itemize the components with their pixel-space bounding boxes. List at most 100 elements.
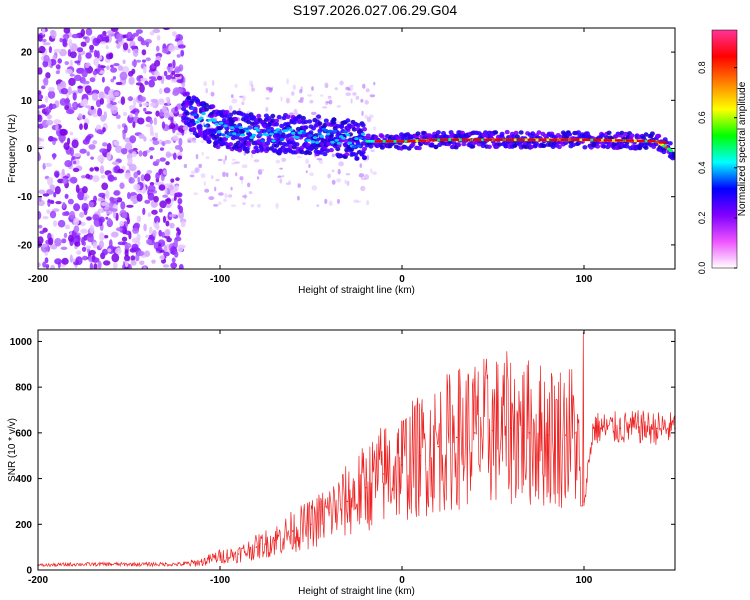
noise-blob [345,92,352,96]
noise-blob [177,244,184,253]
snr-point [455,436,458,439]
noise-blob [172,135,179,141]
noise-blob [195,167,200,173]
noise-blob [166,153,174,157]
signal-blob [570,142,576,147]
noise-blob [57,178,65,184]
noise-blob [150,102,156,107]
noise-blob [336,178,342,183]
noise-blob [146,169,153,174]
noise-blob [41,85,46,90]
noise-blob [93,263,98,269]
signal-blob [224,114,230,119]
noise-blob [50,244,58,250]
noise-blob [162,105,167,113]
noise-blob [155,159,160,164]
noise-blob [156,35,161,41]
signal-blob [246,142,252,147]
noise-blob [168,63,173,68]
noise-blob [336,104,342,108]
signal-core [192,113,198,117]
noise-blob [93,58,99,66]
y-tick-label: 800 [15,383,32,394]
noise-blob [155,110,160,117]
signal-blob [221,118,227,123]
noise-blob [161,48,169,54]
signal-blob [234,135,240,140]
noise-blob [149,182,155,186]
signal-core [308,134,313,137]
noise-blob [150,131,155,137]
noise-blob [363,174,370,180]
noise-blob [94,167,100,172]
noise-blob [265,86,272,91]
noise-blob [73,153,82,157]
noise-blob [65,97,70,106]
signal-blob [210,104,216,109]
noise-blob [132,32,139,37]
noise-blob [97,63,101,73]
snr-point [601,427,603,430]
noise-blob [174,106,178,112]
noise-blob [133,222,141,229]
noise-blob [99,98,105,105]
noise-blob [168,44,176,52]
signal-core [242,127,248,131]
noise-blob [208,196,215,201]
signal-core [273,130,278,134]
noise-blob [130,255,136,261]
noise-blob [372,171,377,175]
noise-blob [76,250,82,255]
noise-blob [350,98,353,104]
signal-blob [234,127,240,132]
noise-blob [38,45,46,54]
signal-core [312,136,318,140]
noise-blob [138,133,145,139]
noise-blob [124,249,129,257]
signal-blob [558,134,564,140]
noise-blob [38,110,41,115]
noise-blob [337,199,340,204]
noise-blob [93,49,98,58]
noise-blob [64,61,70,66]
signal-blob [360,123,366,128]
signal-blob [277,141,283,146]
signal-core [358,136,364,140]
noise-blob [155,221,160,229]
noise-blob [142,102,150,106]
noise-blob [61,257,69,265]
signal-blob [270,113,276,119]
noise-blob [154,215,161,224]
signal-blob [435,130,441,135]
signal-blob [232,110,238,115]
noise-blob [135,253,140,262]
noise-blob [176,54,181,58]
noise-blob [92,242,98,249]
snr-point [401,464,403,466]
signal-blob [379,134,385,139]
noise-blob [57,219,66,228]
noise-blob [139,103,143,108]
signal-peak [636,139,645,143]
signal-blob [320,141,325,147]
noise-blob [169,214,176,218]
noise-blob [80,221,86,227]
noise-blob [128,70,134,77]
noise-blob [120,201,126,210]
noise-blob [116,33,123,43]
noise-blob [55,201,62,205]
noise-blob [143,107,147,112]
signal-blob [379,145,385,150]
noise-blob [366,116,372,123]
signal-blob [342,142,348,147]
noise-blob [82,80,90,85]
noise-blob [92,37,100,47]
signal-peak [571,138,580,141]
noise-blob [286,97,290,103]
noise-blob [159,254,165,261]
noise-blob [86,234,94,243]
noise-blob [305,170,308,173]
snr-point [510,427,512,430]
x-tick-label: -200 [28,575,48,586]
noise-blob [338,161,344,167]
